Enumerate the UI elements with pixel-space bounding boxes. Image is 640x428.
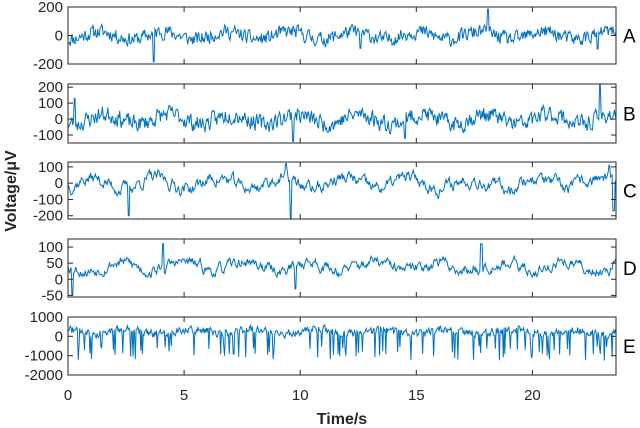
panel-label-b: B <box>623 105 636 126</box>
y-tick-label: 100 <box>38 95 63 112</box>
axes-box <box>67 316 617 376</box>
y-tick-label: 50 <box>46 255 63 272</box>
panel-label-c: C <box>623 182 637 203</box>
signal-line-b <box>68 84 616 142</box>
y-tick-label: -2000 <box>25 367 63 384</box>
panel-label-d: D <box>623 259 637 280</box>
x-axis-title: Time/s <box>317 411 368 428</box>
y-axis-title: Voltage/μV <box>3 150 20 232</box>
panel-e: -2000 -1000 0 1000 E <box>25 309 636 384</box>
y-tick-label: 100 <box>38 159 63 176</box>
y-tick-label: -100 <box>33 191 63 208</box>
signal-line-c <box>68 163 616 219</box>
x-tick-label: 0 <box>64 387 72 404</box>
y-tick-label: -1000 <box>25 348 63 365</box>
panel-a: -200 0 200 A <box>33 0 636 73</box>
y-tick-label: 0 <box>55 328 63 345</box>
panel-label-e: E <box>623 337 636 358</box>
y-tick-label: 200 <box>38 79 63 96</box>
y-tick-label: 100 <box>38 239 63 256</box>
x-tick-label: 15 <box>408 387 425 404</box>
axes-box <box>67 83 617 144</box>
x-tick-labels: 0 5 10 15 20 <box>64 387 541 404</box>
y-tick-label: 0 <box>55 28 63 45</box>
y-tick-label: 0 <box>55 175 63 192</box>
axes-box <box>67 161 617 220</box>
panels-group: -2000200A-1000100200B-200-1000100C-50050… <box>25 0 637 384</box>
panel-label-a: A <box>623 27 636 48</box>
signal-line-d <box>68 243 616 296</box>
y-tick-label: 200 <box>38 0 63 16</box>
y-tick-label: -100 <box>33 127 63 144</box>
x-tick-label: 20 <box>524 387 541 404</box>
axes-box <box>67 238 617 298</box>
signal-line-e <box>68 323 616 361</box>
y-tick-label: 1000 <box>30 309 63 326</box>
y-tick-label: 0 <box>55 271 63 288</box>
y-tick-label: -200 <box>33 56 63 73</box>
y-tick-label: 0 <box>55 111 63 128</box>
y-tick-label: -50 <box>41 287 63 304</box>
x-tick-label: 10 <box>292 387 309 404</box>
y-tick-label: -200 <box>33 208 63 225</box>
signal-line-a <box>68 8 616 63</box>
x-tick-label: 5 <box>180 387 188 404</box>
